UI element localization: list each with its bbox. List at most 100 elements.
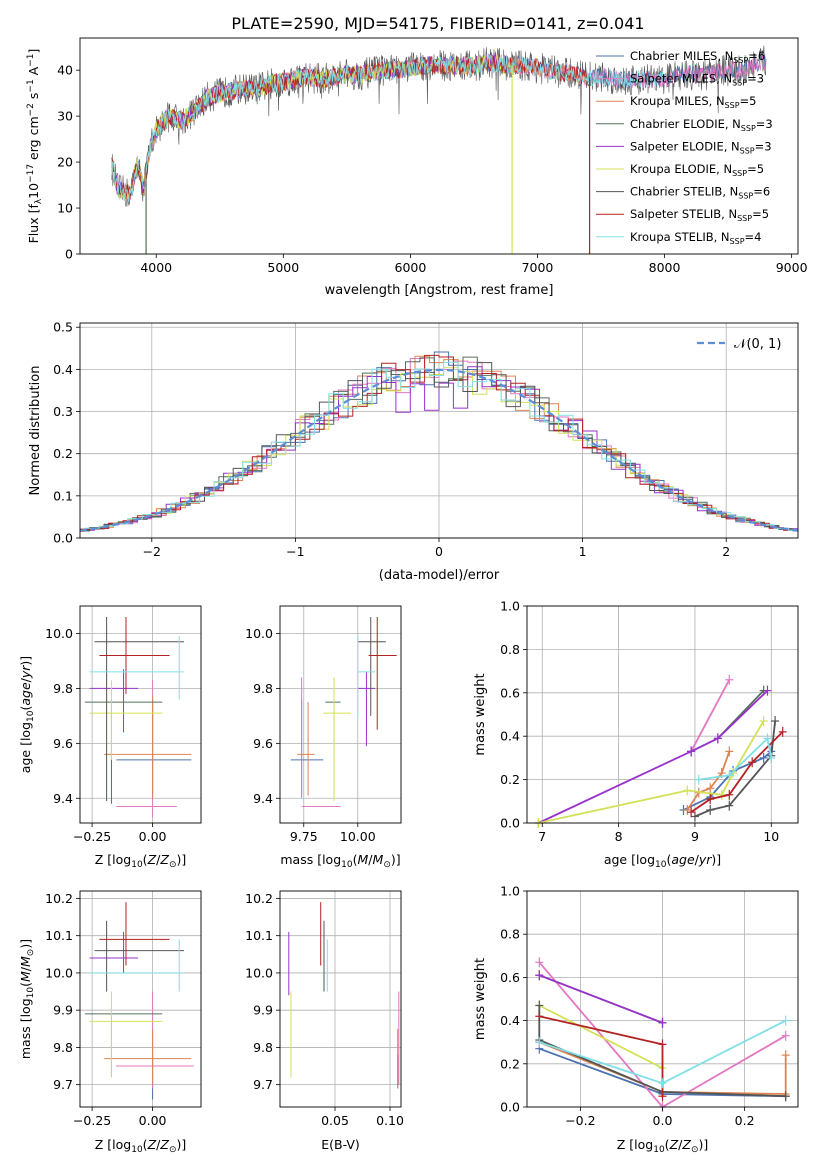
axis-label-y: mass weight [473, 673, 488, 755]
panel-weight_vs_age: 7 8 9 10 0.0 0.2 0.4 0.6 0.8 1.0 mass weight age [l… [473, 599, 799, 870]
axes-frame [79, 37, 799, 255]
axis-label-y: Normed distribution [28, 366, 43, 496]
plot-area [111, 45, 767, 254]
weight-marker [781, 1030, 790, 1041]
residual-histogram [80, 356, 798, 532]
weight-marker [690, 811, 699, 822]
tick-label-y: 0.4 [500, 729, 520, 744]
axes-frame [279, 890, 402, 1108]
axis-label-x: wavelength [Angstrom, rest frame] [325, 283, 554, 298]
errorbar-point [89, 939, 185, 992]
axis-label-x: Z [log10(Z/Z⊙)] [95, 1137, 187, 1155]
tick-label-x: −0.25 [73, 829, 111, 844]
tick-label-y: 0.4 [500, 1013, 520, 1028]
weight-line [690, 679, 731, 752]
tick-label-y: 9.8 [53, 1040, 73, 1055]
weight-marker [535, 1011, 544, 1022]
tick-label-x: 7 [538, 829, 546, 844]
weight-marker [759, 752, 768, 763]
tick-label-y: 1.0 [500, 884, 520, 899]
axis-label-x: mass [log10(M/M⊙)] [280, 852, 400, 870]
weight-marker [763, 733, 772, 744]
tick-label-y: 9.8 [253, 681, 273, 696]
tick-label-x: −1 [286, 544, 304, 559]
weight-marker [706, 783, 715, 794]
tick-label-y: 0.0 [500, 1100, 520, 1115]
gaussian-curve [79, 368, 799, 532]
tick-label-x: 2 [722, 544, 730, 559]
weight-marker [725, 746, 734, 757]
weight-marker [706, 804, 715, 815]
errorbar-point [89, 931, 139, 973]
errorbar-point [116, 680, 177, 818]
legend: Chabrier MILES, NSSP=6 Salpeter MILES, NS… [596, 49, 773, 246]
tick-label-y: 10.0 [45, 626, 73, 641]
tick-label-y: 40 [57, 63, 73, 78]
plot-area [79, 351, 799, 533]
tick-label-x: 8000 [649, 260, 681, 275]
errorbar-point [357, 616, 386, 716]
tick-label-y: 9.9 [253, 1003, 273, 1018]
errorbar-point [290, 699, 324, 796]
tick-label-y: 0.3 [53, 404, 73, 419]
tick-label-y: 9.6 [253, 736, 273, 751]
tick-label-x: 9 [691, 829, 699, 844]
weight-line [683, 750, 772, 811]
tick-label-x: 6000 [395, 260, 427, 275]
plot-area [290, 616, 397, 808]
tick-label-x: 0.00 [139, 1113, 167, 1128]
weight-marker [767, 752, 776, 763]
weight-marker [706, 794, 715, 805]
tick-label-y: 0.5 [53, 320, 73, 335]
weight-line [538, 1041, 787, 1095]
tick-label-y: 9.8 [253, 1040, 273, 1055]
panel-age_vs_mass: 9.75 10.00 9.4 9.6 9.8 10.0 mass [log10(M/M⊙)] [245, 605, 402, 870]
tick-label-x: 0.0 [653, 1113, 673, 1128]
tick-label-x: 0.00 [139, 829, 167, 844]
plot-area [84, 902, 194, 1100]
grid [280, 606, 401, 823]
weight-line [690, 689, 765, 753]
errorbar-point [99, 616, 170, 694]
weight-marker [778, 726, 787, 737]
axis-label-y: mass weight [473, 958, 488, 1040]
legend: 𝒩(0, 1) [697, 337, 781, 352]
axis-label-x: E(B-V) [321, 1137, 360, 1152]
tick-label-y: 0.4 [53, 362, 73, 377]
tick-label-y: 10.0 [45, 965, 73, 980]
tick-label-y: 0.0 [53, 531, 73, 546]
weight-marker [781, 1091, 790, 1102]
tick-label-y: 10.2 [245, 891, 273, 906]
panel-weight_vs_Z: −0.2 0.0 0.2 0.0 0.2 0.4 0.6 0.8 1.0 mass weight Z… [473, 884, 799, 1155]
weight-marker [725, 800, 734, 811]
weight-marker [535, 1037, 544, 1048]
weight-line [538, 689, 769, 824]
tick-label-y: 0.8 [500, 642, 520, 657]
errorbar-point [99, 902, 170, 966]
spectrum-line [111, 54, 665, 203]
errorbar-point [357, 671, 376, 747]
errorbar-point [89, 636, 185, 700]
tick-label-x: 9.75 [290, 829, 318, 844]
tick-label-y: 0.0 [500, 816, 520, 831]
panel-age_vs_Z: −0.25 0.00 9.4 9.6 9.8 10.0 Z [log10(Z/Z⊙)] age… [18, 605, 202, 870]
plot-area [288, 902, 400, 1089]
weight-marker [725, 789, 734, 800]
panel-residuals: −2 −1 0 1 2 0.0 0.1 0.2 0.3 0.4 0.5 (data-model)/er… [28, 320, 799, 583]
tick-label-y: 30 [57, 109, 73, 124]
tick-label-y: 0 [65, 247, 73, 262]
axis-label-y: age [log10(age/yr)] [18, 656, 36, 773]
weight-marker [781, 1050, 790, 1061]
weight-line [538, 1005, 786, 1098]
spectrum-line [111, 55, 588, 200]
weight-marker [683, 804, 692, 815]
weight-marker [658, 1091, 667, 1102]
legend-entry: Salpeter STELIB, NSSP=5 [630, 207, 769, 223]
errorbar-point [104, 1028, 192, 1085]
weight-marker [658, 1078, 667, 1089]
plot-area [534, 674, 787, 828]
tick-label-x: 0.05 [321, 1113, 349, 1128]
errorbar-point [301, 677, 341, 808]
grid [80, 323, 798, 539]
axis-label-x: age [log10(age/yr)] [604, 852, 721, 870]
